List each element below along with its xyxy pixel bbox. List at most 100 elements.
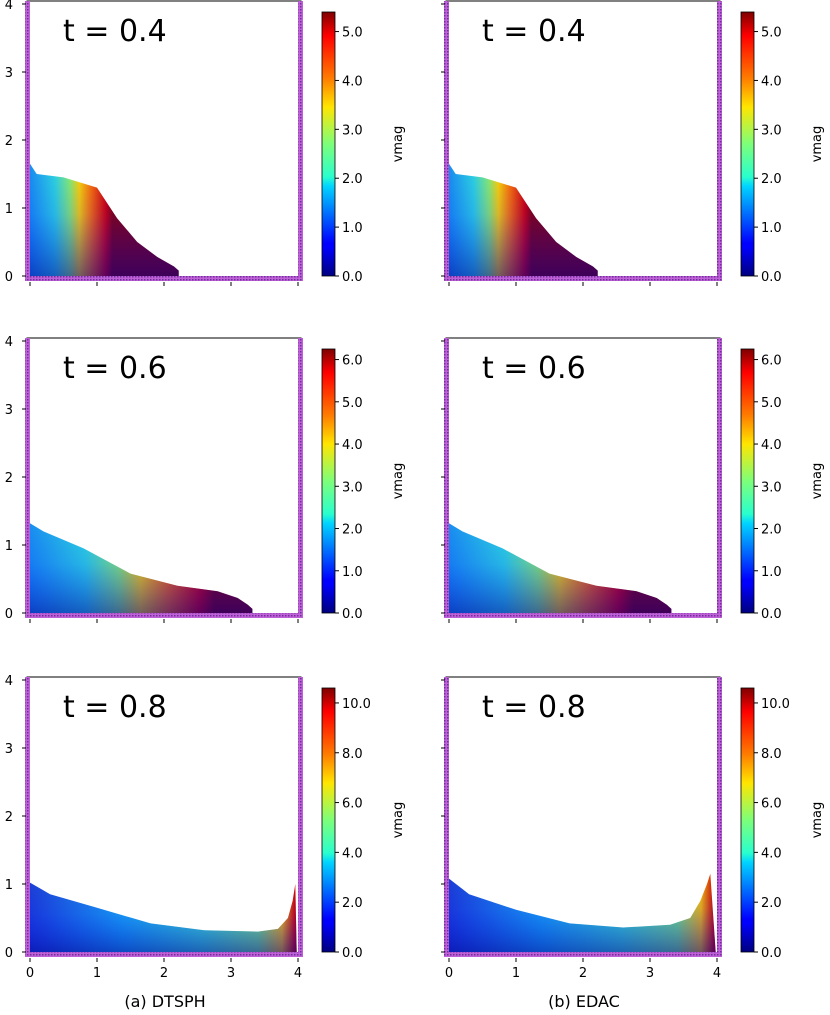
colorbar [740,348,755,614]
colorbar-label: vmag [391,463,406,500]
colorbar-tick-label: 0.0 [761,270,782,285]
panel-edac-t06: t = 0.6 0.0 1.0 2.0 3.0 4.0 5.0 6.0 vmag [441,337,825,623]
wall-left [444,1,449,279]
time-label: t = 0.6 [63,351,167,386]
colorbar-tick-label: 0.0 [342,607,363,622]
wall-floor [444,613,722,618]
colorbar-tick-label: 0.0 [761,946,782,961]
colorbar-label: vmag [810,802,825,839]
colorbar-tick-label: 4.0 [761,74,782,89]
colorbar-tick-label: 5.0 [761,26,782,41]
fluid-shading [30,523,253,613]
x-tick-label: 3 [646,966,654,981]
colorbar-tick-label: 2.0 [342,523,363,538]
wall-floor [25,276,303,281]
colorbar-tick-label: 1.0 [761,221,782,236]
time-label: t = 0.8 [482,690,586,725]
panel-dtsph-t04: 0 1 2 3 4 t = 0.4 0.0 1.0 2.0 3.0 4.0 5.0 vmag [5,0,406,286]
colorbar-tick-label: 3.0 [761,123,782,138]
colorbar [740,687,755,953]
time-label: t = 0.6 [482,351,586,386]
panel-edac-t04: t = 0.4 0.0 1.0 2.0 3.0 4.0 5.0 vmag [441,0,825,286]
fluid-shading [30,882,297,952]
fluid-shading [449,163,598,276]
y-tick-label: 1 [5,202,13,217]
y-tick-label: 3 [5,403,13,418]
colorbar-tick-label: 1.0 [342,221,363,236]
wall-left [25,1,30,279]
wall-right [717,1,722,279]
colorbar-tick-label: 6.0 [342,354,363,369]
colorbar-tick-label: 2.0 [761,523,782,538]
colorbar-tick-label: 4.0 [761,438,782,453]
wall-right [298,338,303,616]
colorbar-label: vmag [391,126,406,163]
y-tick-label: 2 [5,471,13,486]
wall-right [298,1,303,279]
caption-dtsph: (a) DTSPH [124,992,205,1011]
colorbar-tick-label: 3.0 [342,123,363,138]
y-tick-label: 2 [5,810,13,825]
fluid-shading [449,523,672,613]
x-tick-label: 0 [445,966,453,981]
colorbar-tick-label: 4.0 [342,438,363,453]
wall-left [25,677,30,955]
y-tick-label: 4 [5,674,13,689]
panel-dtsph-t08: 0 1 2 3 4 0 1 2 3 4 t = 0.8 0.0 2.0 4.0 6.0 8.0 10.0 vmag [5,674,406,981]
colorbar [740,11,755,277]
x-tick-label: 1 [93,966,101,981]
colorbar-label: vmag [391,802,406,839]
colorbar [321,687,336,953]
colorbar-tick-label: 2.0 [342,896,363,911]
colorbar-tick-label: 2.0 [761,896,782,911]
time-label: t = 0.4 [63,14,167,49]
wall-right [717,338,722,616]
colorbar-tick-label: 5.0 [342,396,363,411]
y-tick-label: 3 [5,66,13,81]
caption-edac: (b) EDAC [548,992,620,1011]
time-label: t = 0.8 [63,690,167,725]
colorbar [321,348,336,614]
colorbar-tick-label: 6.0 [761,354,782,369]
panel-dtsph-t06: 0 1 2 3 4 t = 0.6 0.0 1.0 2.0 3.0 4.0 5.0 6.0 vmag [5,335,406,623]
y-tick-label: 1 [5,878,13,893]
x-tick-label: 0 [26,966,34,981]
colorbar-tick-label: 10.0 [342,697,371,712]
colorbar-tick-label: 8.0 [342,747,363,762]
y-tick-label: 3 [5,742,13,757]
colorbar-label: vmag [810,126,825,163]
x-tick-label: 1 [512,966,520,981]
y-tick-label: 4 [5,0,13,13]
colorbar-tick-label: 6.0 [761,797,782,812]
colorbar-label: vmag [810,463,825,500]
wall-right [298,677,303,955]
wall-floor [444,952,722,957]
x-tick-label: 4 [713,966,721,981]
colorbar-tick-label: 6.0 [342,797,363,812]
fluid-shading [449,873,716,952]
wall-left [25,338,30,616]
colorbar-tick-label: 1.0 [761,565,782,580]
colorbar-tick-label: 10.0 [761,697,790,712]
colorbar-tick-label: 5.0 [342,26,363,41]
wall-left [444,338,449,616]
wall-right [717,677,722,955]
colorbar-tick-label: 1.0 [342,565,363,580]
y-tick-label: 2 [5,134,13,149]
y-tick-label: 0 [5,607,13,622]
colorbar-tick-label: 4.0 [342,846,363,861]
colorbar-tick-label: 4.0 [761,846,782,861]
wall-floor [25,613,303,618]
colorbar-tick-label: 0.0 [342,270,363,285]
wall-floor [444,276,722,281]
colorbar-tick-label: 5.0 [761,396,782,411]
colorbar [321,11,336,277]
wall-floor [25,952,303,957]
y-tick-label: 1 [5,539,13,554]
colorbar-tick-label: 8.0 [761,747,782,762]
colorbar-tick-label: 0.0 [761,607,782,622]
colorbar-tick-label: 4.0 [342,74,363,89]
x-tick-label: 2 [579,966,587,981]
y-tick-label: 0 [5,270,13,285]
